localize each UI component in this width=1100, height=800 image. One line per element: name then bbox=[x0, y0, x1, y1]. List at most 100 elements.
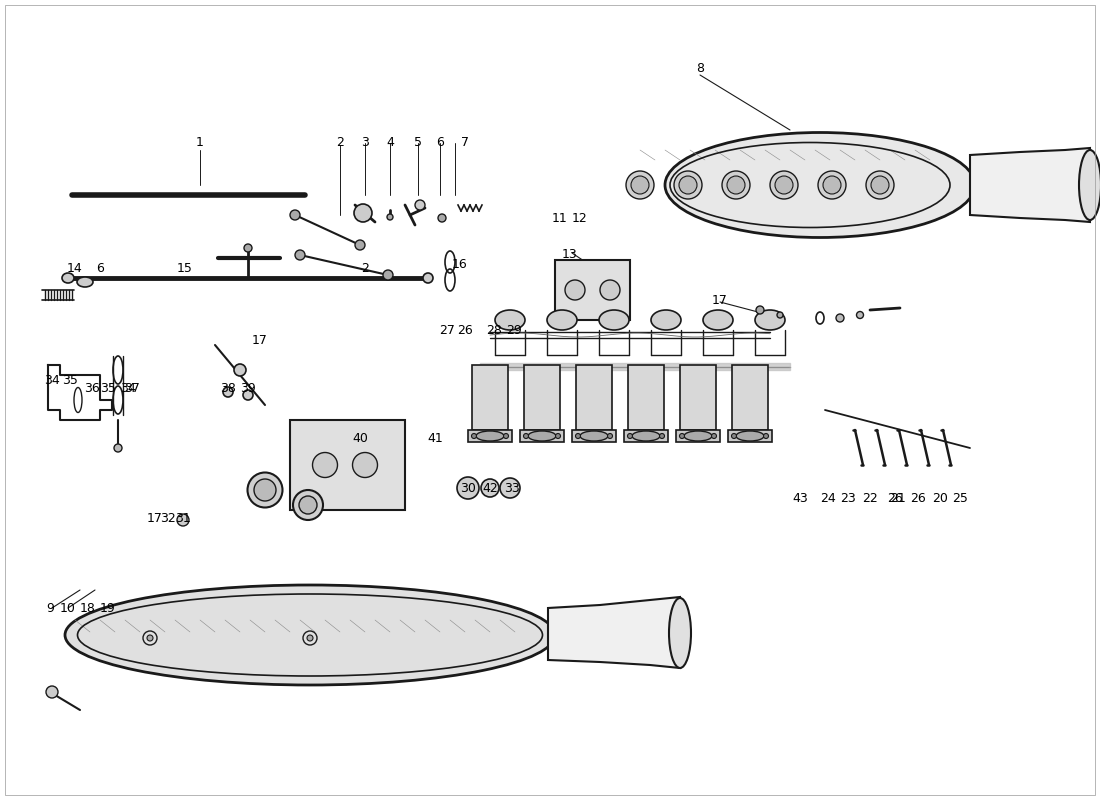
Polygon shape bbox=[970, 148, 1090, 222]
Text: 37: 37 bbox=[124, 382, 140, 394]
Ellipse shape bbox=[312, 453, 338, 478]
Ellipse shape bbox=[472, 434, 476, 438]
Text: 43: 43 bbox=[792, 491, 807, 505]
Ellipse shape bbox=[293, 490, 323, 520]
Text: 7: 7 bbox=[461, 137, 469, 150]
Ellipse shape bbox=[575, 434, 581, 438]
Bar bbox=[524, 365, 560, 430]
Bar bbox=[628, 365, 664, 430]
Ellipse shape bbox=[666, 133, 975, 238]
Bar bbox=[680, 365, 716, 430]
Ellipse shape bbox=[756, 306, 764, 314]
Bar bbox=[732, 365, 768, 430]
Ellipse shape bbox=[763, 434, 769, 438]
Ellipse shape bbox=[727, 176, 745, 194]
Ellipse shape bbox=[77, 277, 94, 287]
Ellipse shape bbox=[732, 434, 737, 438]
Bar bbox=[290, 420, 405, 510]
Ellipse shape bbox=[65, 585, 556, 685]
Ellipse shape bbox=[600, 280, 620, 300]
Ellipse shape bbox=[248, 473, 283, 507]
Ellipse shape bbox=[631, 176, 649, 194]
Bar bbox=[572, 430, 616, 442]
Ellipse shape bbox=[823, 176, 842, 194]
Ellipse shape bbox=[770, 171, 798, 199]
Ellipse shape bbox=[565, 280, 585, 300]
Ellipse shape bbox=[684, 431, 712, 441]
Ellipse shape bbox=[290, 210, 300, 220]
Text: 35: 35 bbox=[100, 382, 116, 394]
Ellipse shape bbox=[352, 453, 377, 478]
Ellipse shape bbox=[712, 434, 716, 438]
Text: 11: 11 bbox=[552, 211, 568, 225]
Text: 40: 40 bbox=[352, 431, 367, 445]
Text: 41: 41 bbox=[427, 431, 443, 445]
Ellipse shape bbox=[383, 270, 393, 280]
Text: 9: 9 bbox=[46, 602, 54, 614]
Ellipse shape bbox=[254, 479, 276, 501]
Bar bbox=[728, 430, 772, 442]
Ellipse shape bbox=[355, 240, 365, 250]
Ellipse shape bbox=[495, 310, 525, 330]
Ellipse shape bbox=[528, 431, 556, 441]
Ellipse shape bbox=[680, 434, 684, 438]
Text: 13: 13 bbox=[562, 249, 578, 262]
Ellipse shape bbox=[818, 171, 846, 199]
Ellipse shape bbox=[1079, 150, 1100, 220]
Ellipse shape bbox=[777, 312, 783, 318]
Ellipse shape bbox=[660, 434, 664, 438]
Text: 34: 34 bbox=[44, 374, 59, 386]
Ellipse shape bbox=[147, 635, 153, 641]
Text: 3: 3 bbox=[361, 137, 368, 150]
Bar bbox=[576, 365, 612, 430]
Bar bbox=[472, 365, 508, 430]
Bar bbox=[676, 430, 720, 442]
Ellipse shape bbox=[600, 310, 629, 330]
Ellipse shape bbox=[456, 477, 478, 499]
Ellipse shape bbox=[177, 514, 189, 526]
Text: 33: 33 bbox=[504, 482, 520, 494]
Text: 2: 2 bbox=[337, 137, 344, 150]
Ellipse shape bbox=[114, 444, 122, 452]
Ellipse shape bbox=[871, 176, 889, 194]
Ellipse shape bbox=[307, 635, 314, 641]
Text: 25: 25 bbox=[953, 491, 968, 505]
Text: 2: 2 bbox=[361, 262, 368, 274]
Ellipse shape bbox=[776, 176, 793, 194]
Ellipse shape bbox=[524, 434, 528, 438]
Text: 14: 14 bbox=[67, 262, 82, 274]
Ellipse shape bbox=[651, 310, 681, 330]
Ellipse shape bbox=[295, 250, 305, 260]
Text: 39: 39 bbox=[240, 382, 256, 394]
Text: 17: 17 bbox=[147, 511, 163, 525]
Ellipse shape bbox=[46, 686, 58, 698]
Ellipse shape bbox=[722, 171, 750, 199]
Ellipse shape bbox=[736, 431, 764, 441]
Text: 31: 31 bbox=[175, 511, 191, 525]
Text: 6: 6 bbox=[436, 137, 444, 150]
Bar bbox=[624, 430, 668, 442]
Ellipse shape bbox=[234, 364, 246, 376]
Text: 26: 26 bbox=[910, 491, 926, 505]
Ellipse shape bbox=[836, 314, 844, 322]
Text: 38: 38 bbox=[220, 382, 235, 394]
Ellipse shape bbox=[857, 311, 864, 318]
Text: 12: 12 bbox=[572, 211, 587, 225]
Ellipse shape bbox=[607, 434, 613, 438]
Ellipse shape bbox=[243, 390, 253, 400]
Text: 29: 29 bbox=[506, 323, 521, 337]
Ellipse shape bbox=[438, 214, 446, 222]
Ellipse shape bbox=[387, 214, 393, 220]
Text: 26: 26 bbox=[458, 323, 473, 337]
Text: 34: 34 bbox=[120, 382, 136, 394]
Text: 10: 10 bbox=[60, 602, 76, 614]
Ellipse shape bbox=[500, 478, 520, 498]
Text: 20: 20 bbox=[932, 491, 948, 505]
Text: 15: 15 bbox=[177, 262, 192, 274]
Ellipse shape bbox=[415, 200, 425, 210]
Text: 35: 35 bbox=[62, 374, 78, 386]
Text: 28: 28 bbox=[486, 323, 502, 337]
Ellipse shape bbox=[244, 244, 252, 252]
Ellipse shape bbox=[547, 310, 578, 330]
Ellipse shape bbox=[703, 310, 733, 330]
